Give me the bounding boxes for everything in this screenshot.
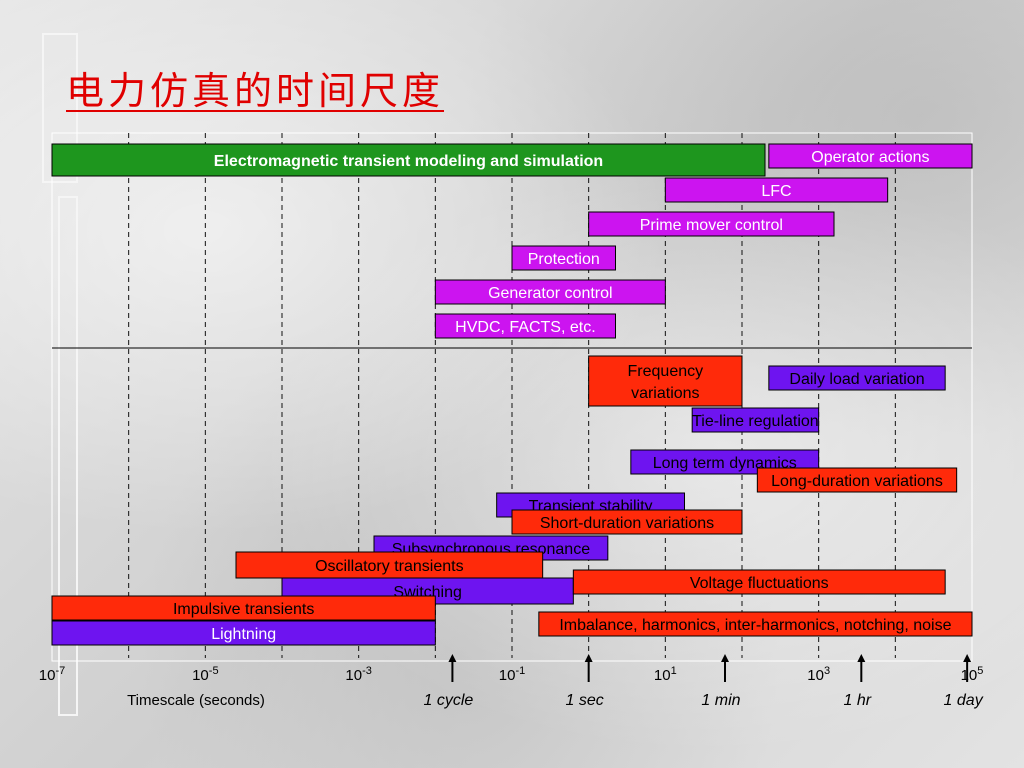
control-5-bar [434, 279, 666, 305]
control-5-label: Generator control [488, 285, 613, 302]
control-4-bar [511, 245, 616, 271]
phenomena-13-bar [51, 620, 436, 646]
reference-arrowhead [857, 654, 866, 662]
reference-arrowhead [584, 654, 593, 662]
phenomena-4-label: Long-duration variations [771, 473, 943, 490]
decorative-frame-side [58, 196, 78, 716]
phenomena-8-bar [235, 551, 544, 579]
phenomena-13-label: Lightning [211, 626, 276, 643]
phenomena-0-label: variations [631, 385, 699, 402]
phenomena-8-label: Oscillatory transients [315, 558, 464, 575]
control-2-bar [664, 177, 889, 203]
control-6-bar [434, 313, 617, 339]
phenomena-10-label: Voltage fluctuations [690, 575, 829, 592]
phenomena-0-bar [588, 355, 743, 407]
phenomena-0-label: Frequency [628, 363, 704, 380]
x-axis-title: Timescale (seconds) [127, 692, 265, 709]
phenomena-2-label: Tie-line regulation [692, 413, 819, 430]
x-tick-label: 101 [654, 665, 677, 684]
phenomena-12-bar [538, 611, 973, 637]
control-0-bar [51, 143, 766, 177]
x-tick-label: 10-5 [192, 665, 218, 684]
reference-arrowhead [720, 654, 729, 662]
phenomena-12-label: Imbalance, harmonics, inter-harmonics, n… [559, 617, 951, 634]
control-3-bar [588, 211, 835, 237]
control-1-label: Operator actions [811, 149, 929, 166]
control-3-label: Prime mover control [640, 217, 783, 234]
phenomena-4-bar [756, 467, 958, 493]
x-tick-label: 105 [961, 665, 984, 684]
phenomena-6-bar [511, 509, 743, 535]
control-6-label: HVDC, FACTS, etc. [455, 319, 595, 336]
reference-arrowhead [963, 654, 972, 662]
control-1-bar [768, 143, 973, 169]
x-tick-label: 10-3 [345, 665, 371, 684]
control-4-label: Protection [528, 251, 600, 268]
phenomena-1-bar [768, 365, 946, 391]
phenomena-2-bar [691, 407, 820, 433]
phenomena-1-label: Daily load variation [789, 371, 924, 388]
reference-label: 1 sec [566, 692, 604, 709]
reference-label: 1 min [701, 692, 740, 709]
x-tick-label: 10-7 [39, 665, 65, 684]
decorative-frame-top [42, 33, 78, 183]
x-tick-label: 10-1 [499, 665, 525, 684]
phenomena-11-label: Impulsive transients [173, 601, 314, 618]
reference-label: 1 cycle [424, 692, 474, 709]
page-title: 电力仿真的时间尺度 [66, 69, 445, 113]
phenomena-10-bar [572, 569, 946, 595]
phenomena-11-bar [51, 595, 436, 621]
x-tick-label: 103 [807, 665, 830, 684]
reference-label: 1 day [944, 692, 984, 709]
control-0-label: Electromagnetic transient modeling and s… [214, 153, 603, 170]
control-2-label: LFC [761, 183, 791, 200]
reference-label: 1 hr [844, 692, 872, 709]
phenomena-6-label: Short-duration variations [540, 515, 714, 532]
reference-arrowhead [448, 654, 457, 662]
